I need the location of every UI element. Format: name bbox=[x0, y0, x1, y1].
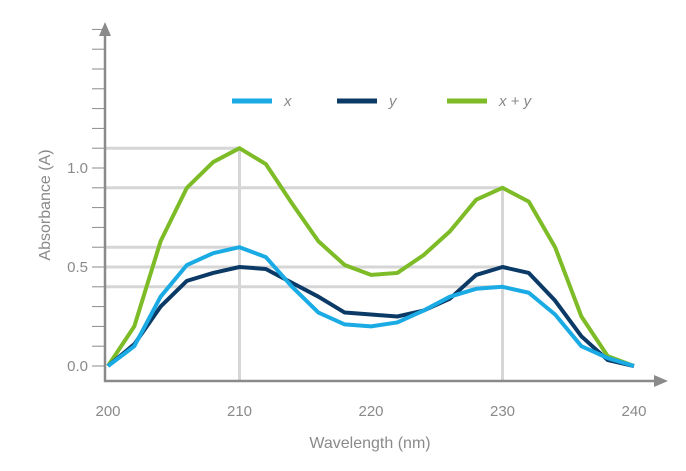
legend-label: x bbox=[283, 93, 292, 110]
x-tick-label: 200 bbox=[95, 403, 120, 420]
x-tick-label: 240 bbox=[621, 403, 646, 420]
legend-label: x + y bbox=[498, 93, 533, 110]
y-tick-label: 1.0 bbox=[67, 160, 88, 177]
series-line-x bbox=[106, 245, 635, 368]
x-tick-label: 220 bbox=[358, 403, 383, 420]
x-tick-label: 210 bbox=[227, 403, 252, 420]
y-axis-label: Absorbance (A) bbox=[37, 149, 54, 260]
x-axis-arrow-icon bbox=[654, 375, 668, 387]
y-tick-label: 0.0 bbox=[67, 358, 88, 375]
x-axis-label: Wavelength (nm) bbox=[309, 435, 430, 452]
y-tick-label: 0.5 bbox=[67, 259, 88, 276]
x-tick-label: 230 bbox=[490, 403, 515, 420]
series-line-y bbox=[106, 265, 635, 368]
series-line-xy bbox=[106, 146, 635, 368]
legend-label: y bbox=[388, 93, 398, 110]
